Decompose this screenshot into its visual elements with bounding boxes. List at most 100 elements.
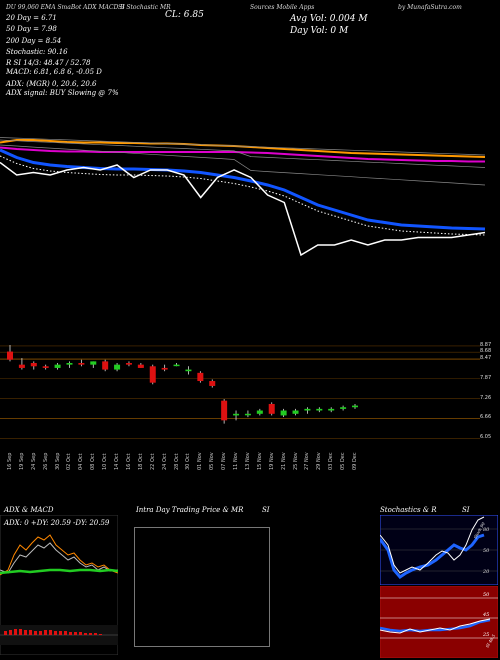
date-axis-label: 28 Oct bbox=[173, 453, 180, 470]
candle-body bbox=[185, 369, 192, 372]
candle-body bbox=[161, 367, 168, 370]
candle-body bbox=[90, 361, 97, 365]
si-blue-line bbox=[380, 618, 491, 633]
candle-body bbox=[316, 408, 323, 411]
candle-body bbox=[125, 363, 132, 365]
candle-body bbox=[209, 381, 216, 386]
ma50-readout: 50 Day = 7.98 bbox=[6, 25, 57, 33]
top-label: DU 99,060 EMA SmaBot ADX MACD B bbox=[6, 4, 125, 11]
candle-body bbox=[268, 403, 275, 414]
stoch-k-line bbox=[380, 516, 485, 574]
date-axis-label: 10 Oct bbox=[102, 453, 109, 470]
date-axis-label: 04 Oct bbox=[78, 453, 85, 470]
price-axis-label: 7.87 bbox=[480, 374, 492, 381]
date-axis-label: 19 Nov bbox=[268, 452, 275, 470]
date-axis-label: 13 Nov bbox=[244, 452, 251, 470]
price-axis-label: 6.05 bbox=[480, 434, 492, 441]
candle-body bbox=[18, 364, 25, 368]
si-readout: R SI 14/3: 48.47 / 52.78 bbox=[6, 59, 91, 67]
candle-body bbox=[340, 407, 347, 409]
intraday-panel bbox=[134, 527, 270, 647]
si-level-25: 25 bbox=[482, 632, 489, 638]
date-axis-label: 07 Nov bbox=[221, 452, 228, 470]
candle-body bbox=[42, 366, 49, 368]
candle-body bbox=[304, 408, 311, 411]
date-axis-label: 30 Sep bbox=[54, 452, 61, 470]
candle-body bbox=[197, 372, 204, 382]
stoch-si-label: SI bbox=[462, 506, 470, 514]
macd-histogram bbox=[4, 629, 102, 635]
candle-body bbox=[149, 366, 156, 383]
price-axis-label: 7.26 bbox=[480, 394, 492, 401]
candle-body bbox=[280, 410, 287, 416]
candle-body bbox=[78, 363, 85, 365]
si-level-45: 45 bbox=[482, 612, 489, 618]
date-axis-label: 25 Nov bbox=[292, 452, 299, 470]
close-price: CL: 6.85 bbox=[165, 10, 204, 20]
date-axis-label: 19 Sep bbox=[18, 452, 25, 470]
si-note: SI 48.5 bbox=[485, 633, 497, 648]
ma-line-grey bbox=[0, 139, 486, 168]
date-axis-label: 30 Oct bbox=[185, 453, 192, 470]
candle-body bbox=[292, 410, 299, 414]
candle-body bbox=[244, 413, 251, 416]
candle-body bbox=[7, 351, 13, 360]
si-panel: 50 45 25 SI 48.5 bbox=[380, 586, 498, 658]
date-axis-label: 03 Dec bbox=[328, 452, 335, 470]
date-axis-label: 05 Nov bbox=[209, 452, 216, 470]
date-axis-label: 14 Oct bbox=[114, 453, 121, 470]
date-axis-label: 22 Oct bbox=[149, 453, 156, 470]
candle-body bbox=[114, 364, 121, 370]
date-axis-label: 24 Sep bbox=[30, 452, 37, 470]
moving-average-lines bbox=[0, 137, 486, 257]
avg-volume: Avg Vol: 0.004 M bbox=[290, 14, 368, 24]
date-axis-label: 09 Dec bbox=[352, 452, 358, 470]
candle-body bbox=[233, 413, 240, 416]
date-axis-label: 05 Dec bbox=[340, 452, 347, 470]
ma-line-200-day bbox=[0, 139, 486, 158]
adx-green-line bbox=[0, 568, 118, 575]
ma20-readout: 20 Day = 6.71 bbox=[6, 14, 57, 22]
price-axis-label: 8.47 bbox=[480, 355, 492, 362]
candle-body bbox=[256, 410, 263, 414]
price-axis-label: 8.87 bbox=[480, 341, 492, 348]
stochastic-readout: Stochastic: 90.16 bbox=[6, 48, 68, 56]
candle-body bbox=[221, 400, 228, 421]
ma-dotted-line bbox=[0, 155, 486, 236]
adx-panel-title: ADX & MACD bbox=[4, 506, 54, 514]
adx-readout: ADX: (MGR) 0, 20.6, 20.6 bbox=[6, 80, 97, 88]
intraday-panel-title: Intra Day Trading Price & MR bbox=[136, 506, 244, 514]
adx-orange-line bbox=[0, 534, 118, 576]
candle-body bbox=[173, 364, 180, 367]
price-axis-label: 6.66 bbox=[480, 414, 492, 421]
macd-readout: MACD: 6.81, 6.8 6, -0.05 D bbox=[6, 68, 102, 76]
ma-line-grey bbox=[0, 137, 486, 156]
date-axis-label: 27 Nov bbox=[304, 452, 311, 470]
stoch-d-line bbox=[380, 533, 485, 579]
candle-body bbox=[352, 405, 358, 408]
stochastics-panel: 80 50 20 Stoch 90 bbox=[380, 515, 498, 585]
candle-body bbox=[30, 363, 37, 367]
intraday-si-label: SI bbox=[262, 506, 270, 514]
ma-line-20-day bbox=[0, 148, 486, 231]
date-axis-label: 01 Nov bbox=[197, 452, 204, 470]
date-axis-label: 16 Sep bbox=[7, 452, 13, 470]
date-axis-label: 15 Nov bbox=[256, 452, 263, 470]
candle-body bbox=[137, 364, 144, 368]
date-axis-label: 24 Oct bbox=[161, 453, 168, 470]
date-axis-label: 02 Oct bbox=[66, 453, 73, 470]
adx-signal-readout: ADX signal: BUY Slowing @ 7% bbox=[6, 89, 119, 97]
indicator-list-a: SI Stochastic MR bbox=[118, 4, 171, 11]
indicator-list-b: Sources Mobile Apps bbox=[250, 4, 315, 11]
day-volume: Day Vol: 0 M bbox=[290, 26, 349, 36]
candlesticks bbox=[7, 345, 358, 424]
price-chart bbox=[0, 137, 486, 439]
date-axis-label: 26 Sep bbox=[42, 452, 49, 470]
adx-white-line bbox=[0, 542, 118, 574]
candle-body bbox=[54, 364, 61, 368]
date-axis-label: 21 Nov bbox=[280, 452, 287, 470]
ma200-readout: 200 Day = 8.54 bbox=[6, 37, 62, 45]
date-axis-label: 16 Oct bbox=[125, 453, 132, 470]
candle-body bbox=[328, 408, 335, 411]
